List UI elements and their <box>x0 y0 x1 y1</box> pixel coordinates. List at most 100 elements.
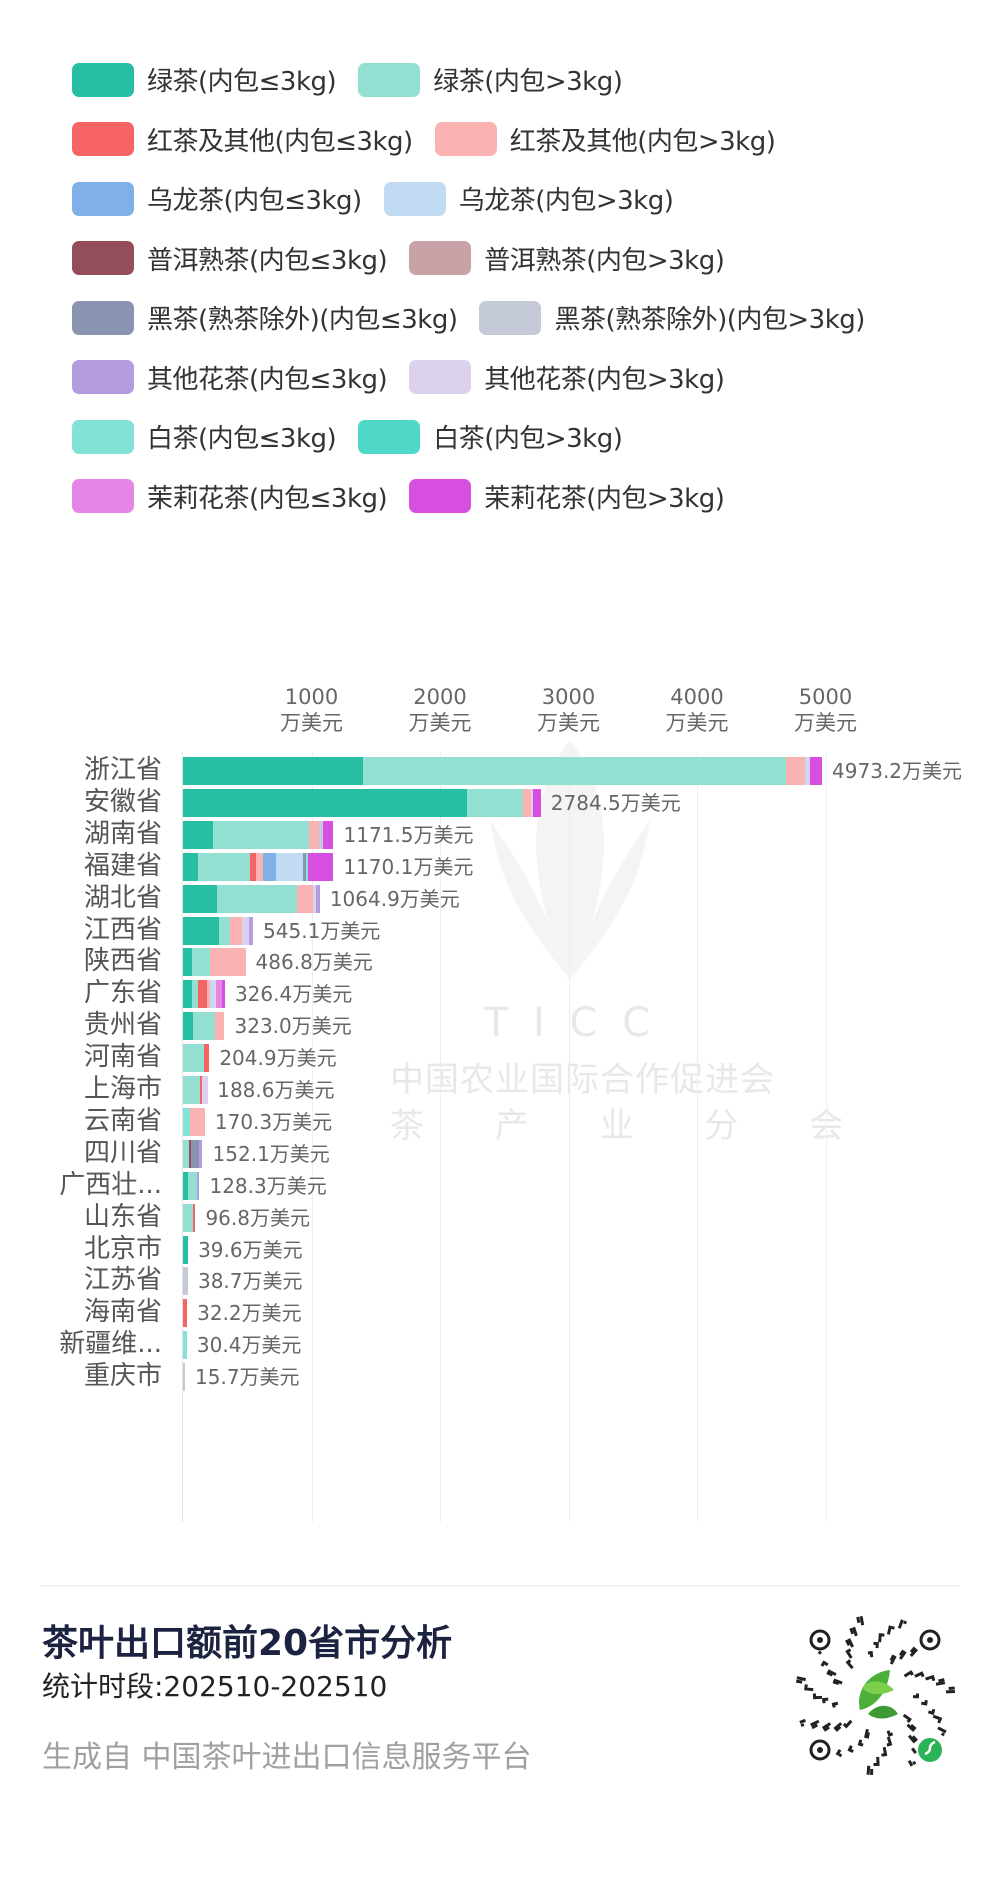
bar-segment[interactable] <box>467 788 524 817</box>
legend-item[interactable]: 绿茶(内包≤3kg) <box>72 61 337 98</box>
bar-segment[interactable] <box>309 820 320 849</box>
bar-segment[interactable] <box>190 1107 205 1136</box>
bar-segment[interactable] <box>250 852 257 881</box>
legend-item[interactable]: 红茶及其他(内包≤3kg) <box>72 121 413 158</box>
legend-item[interactable]: 红茶及其他(内包>3kg) <box>434 121 776 158</box>
bar-segment[interactable] <box>303 852 306 881</box>
bar-segment[interactable] <box>209 980 213 1009</box>
bar-segment[interactable] <box>297 884 314 913</box>
stacked-bar[interactable] <box>183 1107 205 1136</box>
legend-item[interactable]: 普洱熟茶(内包>3kg) <box>409 240 725 277</box>
bar-segment[interactable] <box>183 948 192 977</box>
stacked-bar[interactable] <box>183 1331 187 1360</box>
legend-item[interactable]: 其他花茶(内包≤3kg) <box>72 359 388 396</box>
stacked-bar[interactable] <box>183 916 253 945</box>
bar-segment[interactable] <box>810 757 822 785</box>
legend-item[interactable]: 普洱熟茶(内包≤3kg) <box>72 240 388 277</box>
stacked-bar[interactable] <box>183 1044 210 1073</box>
bar-segment[interactable] <box>198 980 207 1009</box>
stacked-bar[interactable] <box>183 1076 208 1104</box>
stacked-bar[interactable] <box>183 1267 188 1296</box>
bar-segment[interactable] <box>242 916 250 945</box>
bar-segment[interactable] <box>204 1044 210 1073</box>
bar-segment[interactable] <box>200 1076 202 1104</box>
bar-segment[interactable] <box>183 1299 188 1328</box>
bar-segment[interactable] <box>217 884 298 913</box>
bar-segment[interactable] <box>191 948 210 977</box>
bar-segment[interactable] <box>183 757 363 785</box>
bar-segment[interactable] <box>183 884 218 913</box>
bar-segment[interactable] <box>362 757 786 785</box>
bar-segment[interactable] <box>523 788 532 817</box>
bar-segment[interactable] <box>196 1171 200 1200</box>
bar-segment[interactable] <box>532 788 541 817</box>
bar-segment[interactable] <box>804 757 808 785</box>
stacked-bar[interactable] <box>183 1235 189 1264</box>
bar-segment[interactable] <box>323 820 334 849</box>
legend-item[interactable]: 白茶(内包>3kg) <box>358 418 623 455</box>
bar-segment[interactable] <box>183 1267 188 1296</box>
legend-item[interactable]: 其他花茶(内包>3kg) <box>409 359 725 396</box>
bar-segment[interactable] <box>221 980 225 1009</box>
bar-segment[interactable] <box>183 1203 194 1232</box>
stacked-bar[interactable] <box>183 788 541 817</box>
legend-item[interactable]: 乌龙茶(内包≤3kg) <box>72 180 362 217</box>
bar-segment[interactable] <box>263 852 277 881</box>
bar-segment[interactable] <box>188 1171 197 1200</box>
legend-item[interactable]: 白茶(内包≤3kg) <box>72 418 337 455</box>
stacked-bar[interactable] <box>183 852 334 881</box>
bar-segment[interactable] <box>183 1076 201 1104</box>
bar-segment[interactable] <box>183 788 468 817</box>
bar-segment[interactable] <box>209 948 246 977</box>
bar-segment[interactable] <box>785 757 805 785</box>
bar-segment[interactable] <box>183 980 192 1009</box>
stacked-bar[interactable] <box>183 980 225 1009</box>
qr-code-icon[interactable] <box>790 1610 960 1780</box>
bar-segment[interactable] <box>183 1171 188 1200</box>
bar-segment[interactable] <box>193 1203 196 1232</box>
bar-segment[interactable] <box>183 852 199 881</box>
stacked-bar[interactable] <box>183 1139 203 1168</box>
bar-segment[interactable] <box>183 820 214 849</box>
stacked-bar[interactable] <box>183 1363 186 1392</box>
legend-item[interactable]: 黑茶(熟茶除外)(内包≤3kg) <box>72 299 458 336</box>
stacked-bar[interactable] <box>183 820 334 849</box>
bar-segment[interactable] <box>207 980 210 1009</box>
bar-segment[interactable] <box>531 788 533 817</box>
bar-segment[interactable] <box>319 820 324 849</box>
stacked-bar[interactable] <box>183 1012 225 1041</box>
legend-item[interactable]: 茉莉花茶(内包>3kg) <box>409 478 725 515</box>
bar-segment[interactable] <box>230 916 243 945</box>
bar-segment[interactable] <box>807 757 811 785</box>
bar-segment[interactable] <box>215 980 222 1009</box>
bar-segment[interactable] <box>183 1044 205 1073</box>
stacked-bar[interactable] <box>183 1171 200 1200</box>
bar-segment[interactable] <box>183 1139 190 1168</box>
bar-segment[interactable] <box>305 852 308 881</box>
bar-segment[interactable] <box>183 916 220 945</box>
bar-segment[interactable] <box>313 884 316 913</box>
bar-segment[interactable] <box>307 852 334 881</box>
stacked-bar[interactable] <box>183 757 822 785</box>
legend-item[interactable]: 乌龙茶(内包>3kg) <box>383 180 674 217</box>
bar-segment[interactable] <box>212 980 216 1009</box>
legend-item[interactable]: 茉莉花茶(内包≤3kg) <box>72 478 388 515</box>
bar-segment[interactable] <box>219 916 231 945</box>
stacked-bar[interactable] <box>183 1203 196 1232</box>
bar-segment[interactable] <box>183 1012 194 1041</box>
bar-segment[interactable] <box>191 980 199 1009</box>
legend-item[interactable]: 绿茶(内包>3kg) <box>358 61 623 98</box>
bar-segment[interactable] <box>213 820 310 849</box>
stacked-bar[interactable] <box>183 1299 188 1328</box>
bar-segment[interactable] <box>256 852 264 881</box>
bar-segment[interactable] <box>183 1235 189 1264</box>
bar-segment[interactable] <box>193 1012 216 1041</box>
bar-segment[interactable] <box>276 852 304 881</box>
bar-segment[interactable] <box>249 916 253 945</box>
stacked-bar[interactable] <box>183 948 246 977</box>
bar-segment[interactable] <box>189 1139 191 1168</box>
bar-segment[interactable] <box>190 1139 199 1168</box>
legend-item[interactable]: 黑茶(熟茶除外)(内包>3kg) <box>479 299 865 336</box>
bar-segment[interactable] <box>183 1363 186 1392</box>
bar-segment[interactable] <box>198 852 251 881</box>
